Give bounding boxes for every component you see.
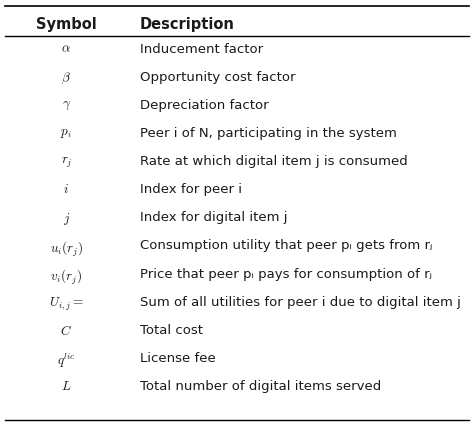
Text: Consumption utility that peer pᵢ gets from rⱼ: Consumption utility that peer pᵢ gets fr… [140, 239, 432, 253]
Text: Index for digital item j: Index for digital item j [140, 211, 287, 225]
Text: $q^{lic}$: $q^{lic}$ [57, 352, 76, 370]
Text: $i$: $i$ [64, 183, 69, 196]
Text: Price that peer pᵢ pays for consumption of rⱼ: Price that peer pᵢ pays for consumption … [140, 268, 432, 281]
Text: Sum of all utilities for peer i due to digital item j: Sum of all utilities for peer i due to d… [140, 296, 461, 309]
Text: $C$: $C$ [60, 324, 73, 338]
Text: $j$: $j$ [63, 211, 70, 227]
Text: Peer i of N, participating in the system: Peer i of N, participating in the system [140, 127, 397, 140]
Text: $r_j$: $r_j$ [61, 155, 72, 170]
Text: Total cost: Total cost [140, 324, 203, 337]
Text: $\beta$: $\beta$ [62, 71, 71, 86]
Text: $\alpha$: $\alpha$ [62, 43, 71, 56]
Text: Index for peer i: Index for peer i [140, 183, 242, 196]
Text: Inducement factor: Inducement factor [140, 43, 263, 56]
Text: Rate at which digital item j is consumed: Rate at which digital item j is consumed [140, 155, 408, 168]
Text: Depreciation factor: Depreciation factor [140, 99, 268, 112]
Text: Total number of digital items served: Total number of digital items served [140, 380, 381, 393]
Text: $v_i(r_j)$: $v_i(r_j)$ [50, 268, 82, 287]
Text: $U_{i,j}=$: $U_{i,j}=$ [49, 296, 84, 313]
Text: License fee: License fee [140, 352, 216, 365]
Text: Opportunity cost factor: Opportunity cost factor [140, 71, 295, 84]
Text: $\gamma$: $\gamma$ [62, 99, 71, 112]
Text: $L$: $L$ [61, 380, 72, 393]
Text: Description: Description [140, 17, 235, 32]
Text: $p_i$: $p_i$ [61, 127, 72, 140]
Text: Symbol: Symbol [36, 17, 97, 32]
Text: $u_i(r_j)$: $u_i(r_j)$ [50, 239, 83, 259]
